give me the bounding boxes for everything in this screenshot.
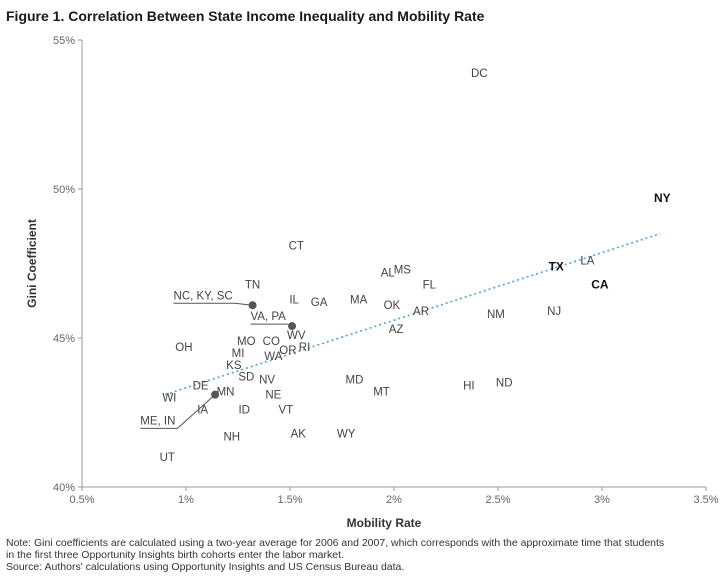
state-label-la: LA: [580, 256, 594, 268]
state-label-ca: CA: [591, 277, 609, 291]
state-label-hi: HI: [463, 381, 475, 393]
state-label-dc: DC: [471, 68, 488, 80]
group-leader-line: [140, 394, 216, 429]
state-label-co: CO: [263, 336, 280, 348]
state-label-nv: NV: [259, 375, 275, 387]
state-label-mn: MN: [217, 387, 235, 399]
group-label: NC, KY, SC: [174, 290, 233, 302]
y-tick-label: 40%: [53, 482, 75, 494]
state-label-wa: WA: [264, 351, 282, 363]
state-label-ma: MA: [350, 294, 368, 306]
group-label: ME, IN: [140, 415, 175, 427]
state-label-ut: UT: [160, 452, 175, 464]
x-tick-label: 3.5%: [693, 494, 718, 506]
state-label-ri: RI: [299, 342, 311, 354]
group-point-dot: [211, 390, 220, 399]
y-axis-title: Gini Coefficient: [25, 219, 39, 308]
x-tick-label: 3%: [594, 494, 610, 506]
state-label-tx: TX: [549, 259, 564, 273]
state-label-nm: NM: [487, 309, 505, 321]
y-tick-label: 55%: [53, 35, 75, 47]
state-label-ne: NE: [265, 390, 281, 402]
state-label-il: IL: [289, 294, 299, 306]
state-label-ny: NY: [654, 191, 671, 205]
group-leader-line: [173, 302, 253, 306]
state-label-wy: WY: [337, 428, 356, 440]
state-label-ok: OK: [384, 300, 401, 312]
x-tick-label: 1%: [178, 494, 194, 506]
state-label-fl: FL: [423, 279, 437, 291]
group-point-dot: [248, 301, 257, 310]
state-label-ms: MS: [394, 264, 412, 276]
state-label-tn: TN: [245, 279, 260, 291]
state-label-nj: NJ: [547, 306, 561, 318]
state-label-nd: ND: [496, 378, 513, 390]
trendline: [164, 232, 661, 396]
state-label-az: AZ: [389, 324, 404, 336]
state-label-ct: CT: [289, 241, 304, 253]
note-line: Note: Gini coefficients are calculated u…: [6, 537, 665, 549]
state-label-sd: SD: [238, 372, 254, 384]
state-label-oh: OH: [175, 342, 192, 354]
chart-notes: Note: Gini coefficients are calculated u…: [6, 537, 721, 573]
state-label-ia: IA: [197, 405, 208, 417]
group-point-dot: [288, 322, 297, 331]
state-label-al: AL: [381, 267, 396, 279]
chart-title: Figure 1. Correlation Between State Inco…: [6, 8, 485, 24]
state-label-wv: WV: [287, 330, 306, 342]
x-tick-label: 2.5%: [485, 494, 510, 506]
state-label-mt: MT: [373, 387, 390, 399]
y-tick-label: 45%: [53, 333, 75, 345]
state-label-ar: AR: [413, 306, 429, 318]
note-line: in the first three Opportunity Insights …: [6, 549, 344, 561]
source-line: Source: Authors' calculations using Oppo…: [6, 561, 405, 573]
state-label-ga: GA: [311, 297, 328, 309]
state-label-mo: MO: [237, 336, 256, 348]
x-axis-title: Mobility Rate: [347, 516, 422, 530]
state-label-ak: AK: [291, 428, 307, 440]
state-label-mi: MI: [232, 348, 245, 360]
state-label-id: ID: [238, 405, 250, 417]
group-leader-line: [250, 323, 293, 327]
x-tick-label: 2%: [386, 494, 402, 506]
state-label-wi: WI: [162, 393, 176, 405]
state-label-or: OR: [279, 345, 296, 357]
y-tick-label: 50%: [53, 184, 75, 196]
axis-labels: Mobility Rate Gini Coefficient: [25, 219, 422, 530]
trend-line: [164, 232, 661, 396]
state-label-nh: NH: [223, 431, 240, 443]
x-tick-label: 0.5%: [69, 494, 94, 506]
group-label: VA, PA: [250, 311, 286, 323]
state-label-ks: KS: [226, 360, 242, 372]
x-tick-label: 1.5%: [277, 494, 302, 506]
axes: 40% 45% 50% 55% 0.5% 1% 1.5% 2% 2.5% 3% 3.5%: [53, 35, 719, 506]
state-label-md: MD: [346, 375, 364, 387]
state-label-de: DE: [193, 381, 209, 393]
scatter-chart: 40% 45% 50% 55% 0.5% 1% 1.5% 2% 2.5% 3% 3.5% DC NY C…: [25, 35, 719, 530]
state-label-vt: VT: [278, 405, 293, 417]
